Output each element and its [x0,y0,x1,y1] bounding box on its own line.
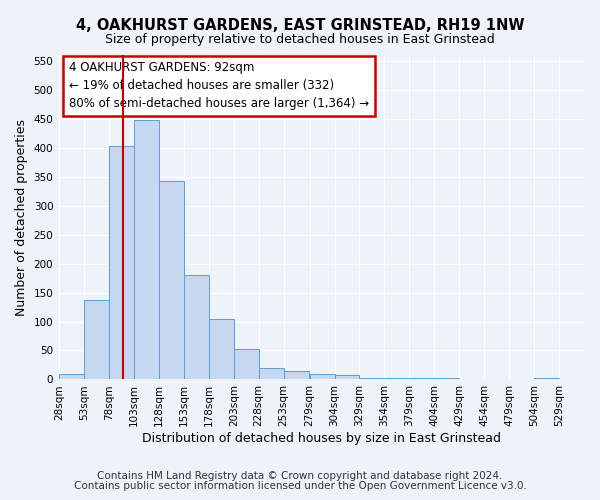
Bar [310,374,335,380]
Y-axis label: Number of detached properties: Number of detached properties [15,118,28,316]
Bar [259,368,284,380]
Bar [209,319,234,380]
Bar [335,375,359,380]
Bar [59,374,84,380]
X-axis label: Distribution of detached houses by size in East Grinstead: Distribution of detached houses by size … [142,432,501,445]
Text: Contains HM Land Registry data © Crown copyright and database right 2024.: Contains HM Land Registry data © Crown c… [97,471,503,481]
Bar [134,120,159,380]
Bar [409,378,434,380]
Text: 4, OAKHURST GARDENS, EAST GRINSTEAD, RH19 1NW: 4, OAKHURST GARDENS, EAST GRINSTEAD, RH1… [76,18,524,32]
Bar [359,378,385,380]
Bar [109,146,134,380]
Text: Size of property relative to detached houses in East Grinstead: Size of property relative to detached ho… [105,32,495,46]
Bar [284,372,308,380]
Text: Contains public sector information licensed under the Open Government Licence v3: Contains public sector information licen… [74,481,526,491]
Text: 4 OAKHURST GARDENS: 92sqm
← 19% of detached houses are smaller (332)
80% of semi: 4 OAKHURST GARDENS: 92sqm ← 19% of detac… [69,62,369,110]
Bar [84,300,109,380]
Bar [434,378,459,380]
Bar [459,379,484,380]
Bar [234,350,259,380]
Bar [385,378,409,380]
Bar [159,180,184,380]
Bar [534,378,559,380]
Bar [184,275,209,380]
